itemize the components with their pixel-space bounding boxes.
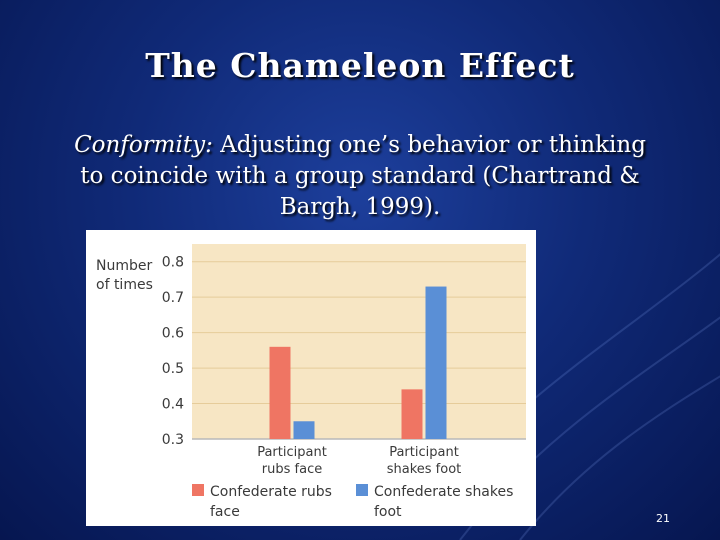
slide-number: 21 xyxy=(656,512,670,525)
bar xyxy=(401,389,423,439)
y-tick-label: 0.3 xyxy=(162,432,184,448)
term-label: Conformity: xyxy=(74,132,213,158)
y-axis-label: Number xyxy=(96,258,152,274)
y-tick-label: 0.4 xyxy=(162,397,184,413)
x-category-label: shakes foot xyxy=(387,462,462,477)
y-tick-label: 0.8 xyxy=(162,255,184,271)
legend-label: Confederate shakes xyxy=(374,484,513,500)
bar-chart: 0.3 0.4 0.5 0.6 0.7 0.8 Number of times Particip… xyxy=(96,244,526,520)
legend-swatch xyxy=(192,484,204,496)
legend-label: face xyxy=(210,504,240,520)
slide-title: The Chameleon Effect xyxy=(145,46,575,85)
definition-text: Conformity: Adjusting one’s behavior or … xyxy=(60,130,660,223)
chart-panel: 0.3 0.4 0.5 0.6 0.7 0.8 Number of times Particip… xyxy=(86,230,536,526)
x-category-label: rubs face xyxy=(262,462,322,477)
legend-swatch xyxy=(356,484,368,496)
bar xyxy=(269,346,291,439)
legend-label: foot xyxy=(374,504,402,520)
y-tick-label: 0.6 xyxy=(162,326,184,342)
bar xyxy=(293,421,315,439)
plot-area xyxy=(192,244,526,439)
y-axis-label: of times xyxy=(96,277,153,293)
definition-body: Adjusting one’s behavior or thinking to … xyxy=(80,132,646,220)
bar xyxy=(425,286,447,439)
x-category-label: Participant xyxy=(257,445,327,460)
x-category-label: Participant xyxy=(389,445,459,460)
y-tick-label: 0.5 xyxy=(162,361,184,377)
legend-label: Confederate rubs xyxy=(210,484,332,500)
y-tick-label: 0.7 xyxy=(162,290,184,306)
